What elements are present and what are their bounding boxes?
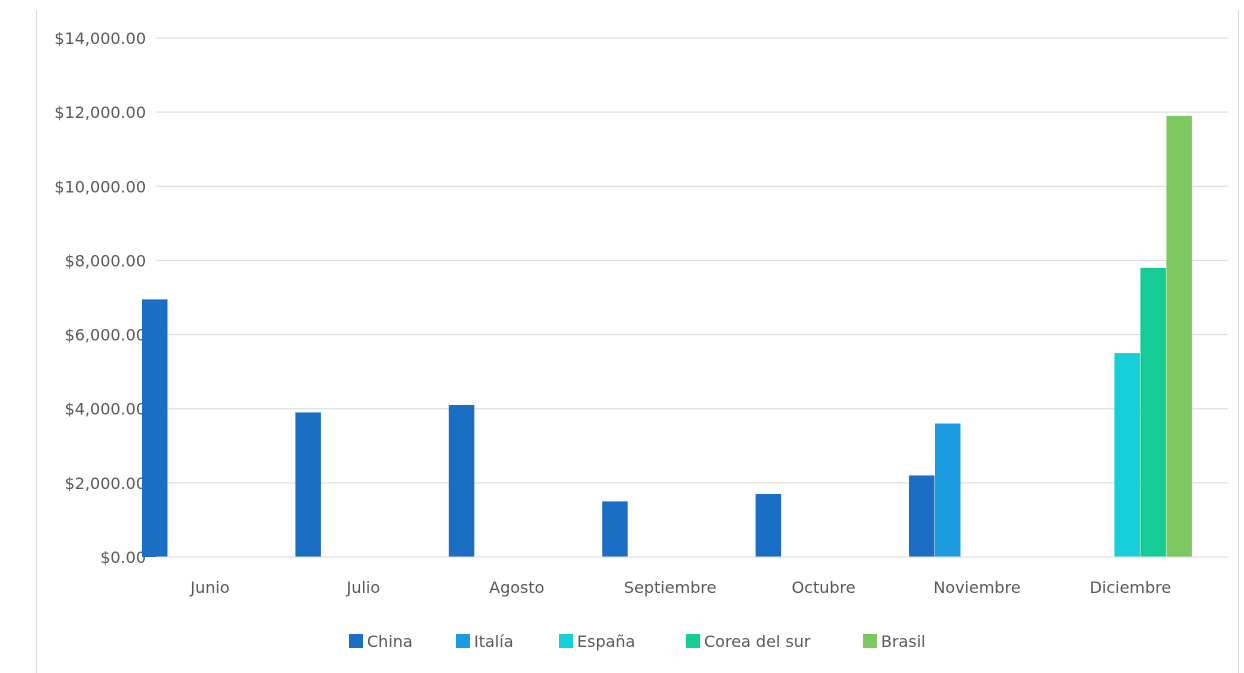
bar-ital-a-noviembre bbox=[935, 423, 961, 557]
x-tick-label: Noviembre bbox=[933, 578, 1020, 597]
chart-border-left bbox=[36, 10, 37, 673]
y-tick-label: $8,000.00 bbox=[65, 251, 146, 270]
bar-brasil-diciembre bbox=[1166, 115, 1192, 557]
y-tick-label: $0.00 bbox=[100, 548, 146, 567]
legend-swatch bbox=[456, 634, 470, 648]
bar-china-agosto bbox=[448, 405, 475, 557]
x-tick-label: Agosto bbox=[489, 578, 544, 597]
y-tick-label: $12,000.00 bbox=[54, 103, 146, 122]
x-axis-tick-labels: Junio Julio Agosto Septiembre Octubre Noviemb… bbox=[189, 578, 1171, 597]
legend-item: Brasil bbox=[863, 632, 926, 651]
x-tick-label: Septiembre bbox=[624, 578, 717, 597]
legend-label: China bbox=[367, 632, 413, 651]
legend-swatch bbox=[863, 634, 877, 648]
y-tick-label: $10,000.00 bbox=[54, 177, 146, 196]
y-tick-label: $4,000.00 bbox=[65, 400, 146, 419]
gridlines bbox=[156, 37, 1228, 484]
bar-china-junio bbox=[142, 299, 168, 557]
legend-swatch bbox=[686, 634, 700, 648]
legend-label: Corea del sur bbox=[704, 632, 811, 651]
x-tick-label: Diciembre bbox=[1090, 578, 1172, 597]
bar-espa-a-diciembre bbox=[1114, 353, 1140, 557]
bar-china-septiembre bbox=[602, 501, 628, 557]
y-axis-tick-labels: $0.00 $2,000.00 $4,000.00 $6,000.00 $8,000.0… bbox=[54, 29, 146, 567]
bar-china-octubre bbox=[755, 493, 782, 557]
bar-china-julio bbox=[295, 412, 321, 557]
legend-swatch bbox=[349, 634, 363, 648]
x-tick-label: Julio bbox=[346, 578, 381, 597]
legend-label: Italía bbox=[474, 632, 514, 651]
legend-item: Corea del sur bbox=[686, 632, 811, 651]
bar-china-noviembre bbox=[909, 475, 935, 557]
legend-label: Brasil bbox=[881, 632, 926, 651]
y-tick-label: $14,000.00 bbox=[54, 29, 146, 48]
legend: China Italía España Corea del sur Brasil bbox=[349, 632, 926, 651]
y-tick-label: $2,000.00 bbox=[65, 474, 146, 493]
legend-swatch bbox=[559, 634, 573, 648]
legend-item: China bbox=[349, 632, 413, 651]
legend-item: Italía bbox=[456, 632, 514, 651]
legend-item: España bbox=[559, 632, 635, 651]
legend-label: España bbox=[577, 632, 635, 651]
bars bbox=[142, 115, 1192, 557]
x-tick-label: Junio bbox=[189, 578, 229, 597]
y-tick-label: $6,000.00 bbox=[65, 326, 146, 345]
bar-corea-del-sur-diciembre bbox=[1140, 267, 1166, 557]
x-tick-label: Octubre bbox=[792, 578, 856, 597]
chart-border-right bbox=[1238, 10, 1239, 673]
